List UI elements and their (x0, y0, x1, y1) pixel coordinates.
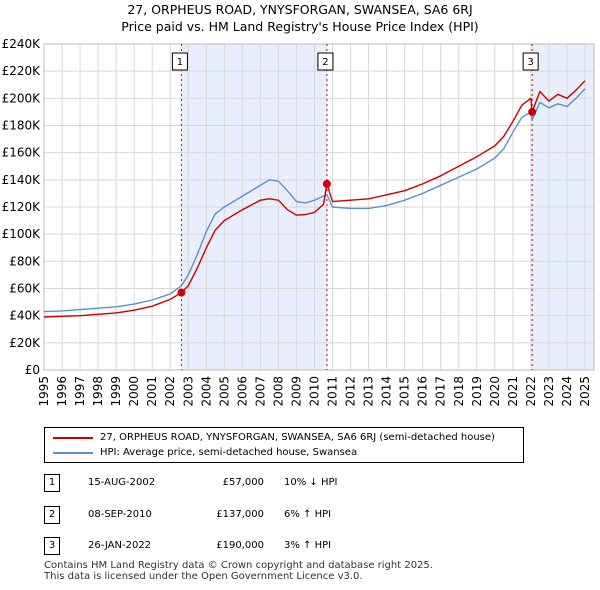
sale-number: 1 (44, 474, 60, 492)
x-tick-label: 2010 (307, 376, 321, 407)
x-tick-label: 2015 (398, 376, 412, 407)
x-tick-label: 2018 (452, 376, 466, 407)
y-tick-label: £20K (9, 336, 41, 350)
x-tick-label: 2011 (326, 376, 340, 407)
x-tick-label: 2014 (380, 376, 394, 407)
sale-hpi-diff: 3% ↑ HPI (284, 540, 332, 551)
hpi-line (43, 88, 586, 313)
footer-licence: This data is licensed under the Open Gov… (44, 571, 363, 582)
y-tick-label: £180K (2, 119, 42, 133)
sale-date: 26-JAN-2022 (88, 540, 152, 551)
sale-point (528, 107, 537, 116)
sale-date: 15-AUG-2002 (88, 477, 156, 488)
price-line (43, 80, 586, 318)
y-tick-label: £40K (9, 309, 41, 323)
x-tick-label: 2009 (289, 376, 303, 407)
y-tick-label: £140K (2, 173, 42, 187)
x-tick-label: 2020 (488, 376, 502, 407)
sale-marker-label: 3 (527, 57, 533, 68)
x-tick-label: 2001 (145, 376, 159, 407)
x-tick-label: 2025 (578, 376, 592, 407)
price-chart: £0 £20K £40K £60K £80K £100K £120K £140K £160K £1… (2, 37, 595, 407)
chart-title: 27, ORPHEUS ROAD, YNYSFORGAN, SWANSEA, S… (127, 2, 473, 17)
x-tick-label: 2003 (181, 376, 195, 407)
x-tick-label: 2012 (344, 376, 358, 407)
y-tick-label: £80K (9, 254, 41, 268)
legend-label-hpi: HPI: Average price, semi-detached house,… (100, 447, 358, 458)
y-tick-label: £120K (2, 200, 42, 214)
legend: 27, ORPHEUS ROAD, YNYSFORGAN, SWANSEA, S… (44, 427, 524, 463)
sale-marker-box (171, 52, 188, 71)
y-tick-label: £60K (9, 282, 41, 296)
sale-marker-box (317, 52, 334, 71)
x-tick-label: 1999 (109, 376, 123, 407)
x-tick-label: 2013 (362, 376, 376, 407)
sale-point (322, 179, 331, 188)
sale-number: 3 (44, 537, 60, 555)
y-tick-label: £0 (25, 363, 40, 377)
sale-price: £57,000 (222, 477, 264, 488)
y-tick-label: £100K (2, 227, 42, 241)
x-tick-label: 2019 (470, 376, 484, 407)
sale-marker-label: 2 (322, 57, 328, 68)
x-tick-label: 2007 (253, 376, 267, 407)
x-tick-label: 2008 (271, 376, 285, 407)
legend-swatch-hpi (53, 452, 93, 454)
sale-price: £137,000 (216, 509, 264, 520)
chart-subtitle: Price paid vs. HM Land Registry's House … (121, 19, 479, 34)
sale-hpi-diff: 6% ↑ HPI (284, 509, 332, 520)
sale-number: 2 (44, 506, 60, 524)
footer: Contains HM Land Registry data © Crown c… (44, 560, 433, 582)
y-tick-label: £220K (2, 64, 42, 78)
y-tick-label: £200K (2, 91, 42, 105)
x-tick-label: 2022 (524, 376, 538, 407)
sale-price: £190,000 (216, 540, 264, 551)
legend-label-property: 27, ORPHEUS ROAD, YNYSFORGAN, SWANSEA, S… (100, 432, 495, 443)
x-tick-label: 2017 (434, 376, 448, 407)
x-tick-label: 2002 (163, 376, 177, 407)
legend-swatch-property (53, 437, 93, 439)
footer-copyright: Contains HM Land Registry data © Crown c… (44, 560, 433, 571)
x-tick-label: 2023 (542, 376, 556, 407)
y-tick-label: £240K (2, 37, 42, 51)
sale-point (177, 288, 186, 297)
plot-border (43, 43, 595, 371)
x-tick-label: 1995 (37, 376, 51, 407)
x-tick-label: 2004 (199, 376, 213, 407)
x-tick-label: 1997 (73, 376, 87, 407)
y-tick-label: £160K (2, 146, 42, 160)
x-tick-label: 2024 (560, 376, 574, 407)
x-tick-label: 2021 (506, 376, 520, 407)
x-tick-label: 2005 (217, 376, 231, 407)
x-tick-label: 1998 (91, 376, 105, 407)
sale-hpi-diff: 10% ↓ HPI (284, 477, 338, 488)
x-tick-label: 2006 (235, 376, 249, 407)
x-tick-label: 2000 (127, 376, 141, 407)
x-tick-label: 2016 (416, 376, 430, 407)
x-tick-label: 1996 (55, 376, 69, 407)
sale-marker-label: 1 (177, 57, 183, 68)
sale-date: 08-SEP-2010 (88, 509, 152, 520)
sale-marker-box (522, 52, 539, 71)
